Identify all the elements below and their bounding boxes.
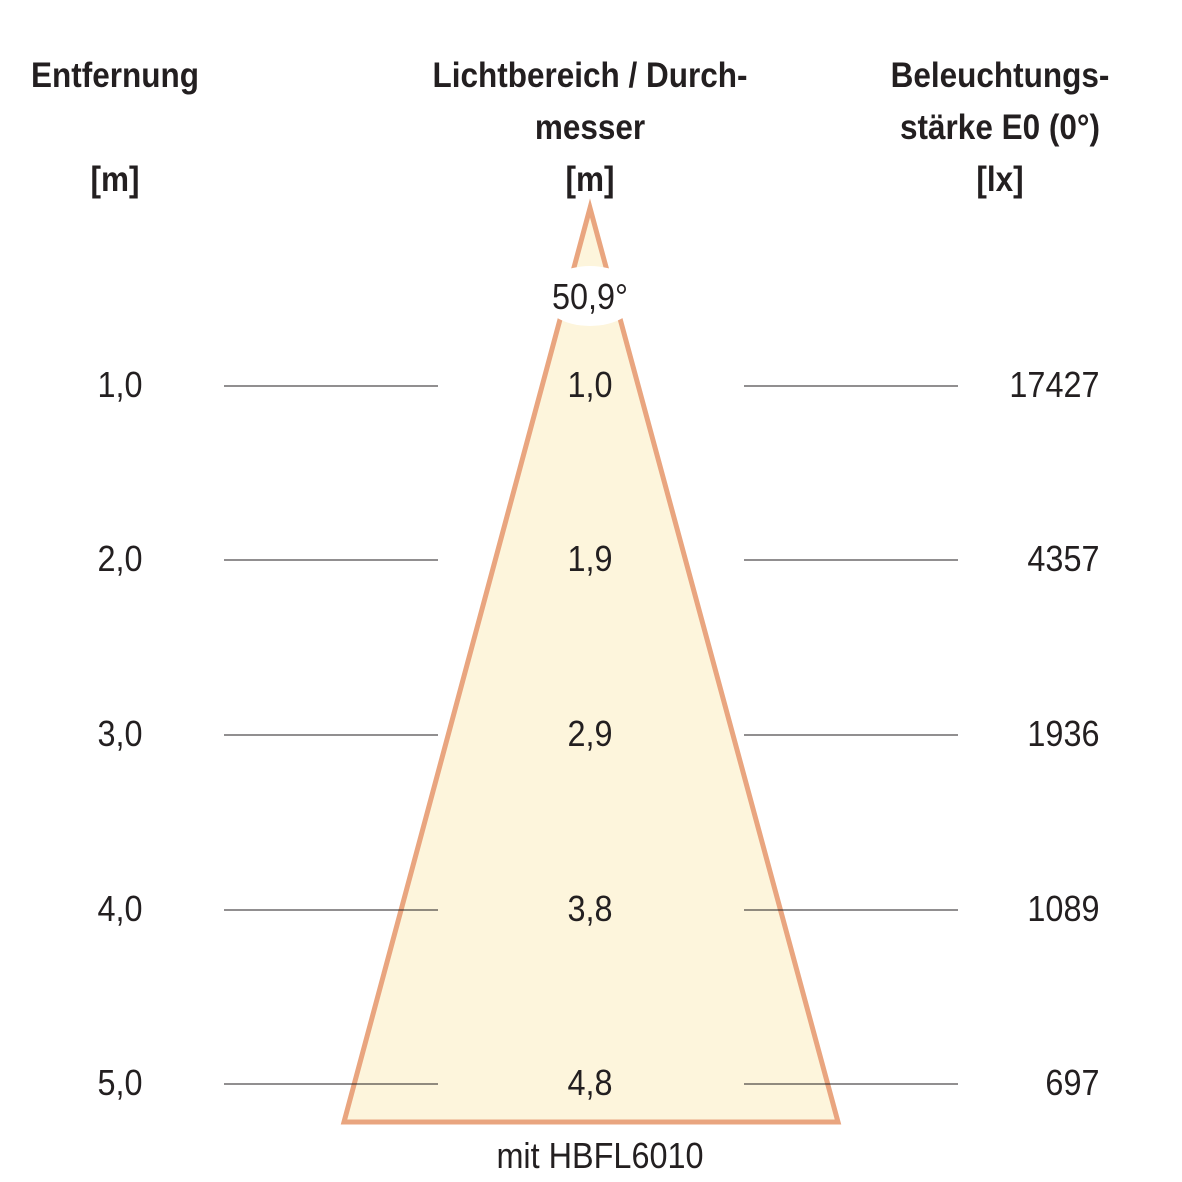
header-distance-unit: [m] bbox=[90, 160, 140, 199]
distance-value: 1,0 bbox=[97, 364, 143, 405]
illuminance-value: 17427 bbox=[1009, 364, 1100, 405]
light-cone bbox=[340, 198, 842, 1125]
illuminance-value: 697 bbox=[1045, 1062, 1100, 1103]
diameter-value: 1,0 bbox=[567, 364, 613, 405]
angle-label-background bbox=[542, 266, 638, 326]
distance-value: 5,0 bbox=[97, 1062, 143, 1103]
beam-angle-label: 50,9° bbox=[551, 276, 629, 317]
header-illuminance-title: Beleuchtungs- bbox=[890, 56, 1110, 95]
header-diameter-unit: [m] bbox=[565, 160, 615, 199]
diameter-value: 1,9 bbox=[567, 538, 613, 579]
header-diameter-title2: messer bbox=[534, 108, 646, 147]
header-illuminance: Beleuchtungs- stärke E0 (0°) [lx] bbox=[874, 50, 1126, 206]
illuminance-value: 1089 bbox=[1027, 888, 1100, 929]
header-diameter-title: Lichtbereich / Durch- bbox=[432, 56, 748, 95]
header-distance: Entfernung [m] bbox=[30, 50, 201, 206]
header-distance-title: Entfernung bbox=[31, 56, 199, 95]
distance-value: 3,0 bbox=[97, 713, 143, 754]
header-illuminance-title2: stärke E0 (0°) bbox=[900, 108, 1100, 147]
diameter-value: 4,8 bbox=[567, 1062, 613, 1103]
distance-value: 4,0 bbox=[97, 888, 143, 929]
header-illuminance-unit: [lx] bbox=[976, 160, 1024, 199]
header-diameter: Lichtbereich / Durch- messer [m] bbox=[419, 50, 761, 206]
footer-label: mit HBFL6010 bbox=[496, 1135, 704, 1176]
diameter-value: 2,9 bbox=[567, 713, 613, 754]
diameter-value: 3,8 bbox=[567, 888, 613, 929]
distance-value: 2,0 bbox=[97, 538, 143, 579]
illuminance-value: 1936 bbox=[1027, 713, 1100, 754]
illuminance-value: 4357 bbox=[1027, 538, 1100, 579]
